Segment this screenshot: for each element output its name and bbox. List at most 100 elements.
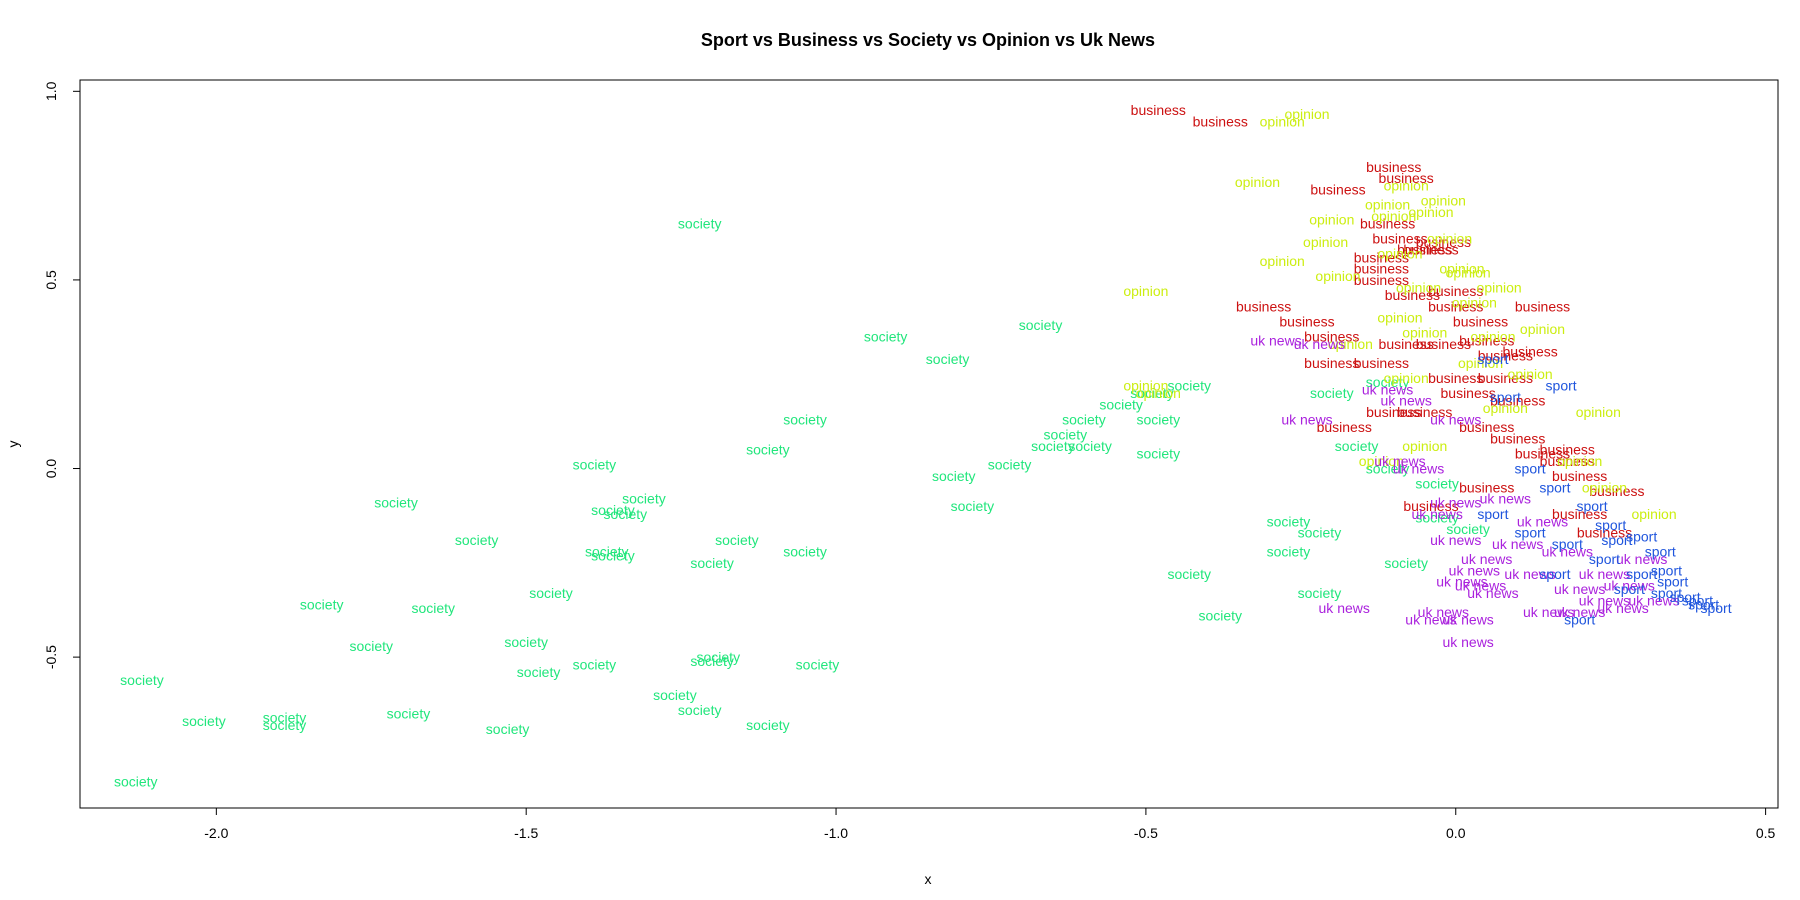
point-sport: sport [1515,461,1546,477]
point-opinion: opinion [1235,174,1280,190]
point-society: society [486,721,530,737]
point-business: business [1360,215,1415,231]
point-society: society [529,585,573,601]
point-business: business [1193,113,1248,129]
point-uk-news: uk news [1455,577,1506,593]
point-opinion: opinion [1408,204,1453,220]
point-society: society [517,664,561,680]
point-society: society [1267,544,1311,560]
point-opinion: opinion [1123,378,1168,394]
point-sport: sport [1490,389,1521,405]
point-society: society [585,544,629,560]
y-tick-label: 0.5 [43,270,59,290]
point-society: society [1130,385,1174,401]
x-tick-label: -2.0 [204,825,228,841]
point-business: business [1304,355,1359,371]
y-axis: -0.5 0.0 0.5 1.0 [43,81,81,669]
point-uk-news: uk news [1250,332,1301,348]
point-society: society [653,687,697,703]
point-society: society [678,702,722,718]
point-sport: sport [1614,581,1645,597]
point-sport: sport [1651,585,1682,601]
point-society: society [300,596,344,612]
point-business: business [1379,336,1434,352]
point-business: business [1515,445,1570,461]
point-opinion: opinion [1396,279,1441,295]
point-society: society [591,547,635,563]
point-sport: sport [1539,479,1570,495]
point-opinion: opinion [1136,385,1181,401]
x-axis-label: x [925,871,932,887]
point-society: society [932,468,976,484]
point-society: society [504,634,548,650]
point-sport: sport [1601,532,1632,548]
y-tick-label: 0.0 [43,459,59,479]
point-opinion: opinion [1384,178,1429,194]
point-opinion: opinion [1582,479,1627,495]
point-society: society [182,713,226,729]
point-uk-news: uk news [1504,566,1555,582]
x-tick-label: 0.5 [1756,825,1776,841]
point-opinion: opinion [1557,453,1602,469]
point-society: society [715,532,759,548]
x-tick-label: -1.5 [514,825,538,841]
data-points: societysocietysocietysocietysocietysocie… [114,102,1732,789]
y-axis-label: y [5,441,21,448]
point-sport: sport [1595,517,1626,533]
point-business: business [1416,234,1471,250]
point-society: society [926,351,970,367]
point-opinion: opinion [1359,453,1404,469]
point-society: society [349,638,393,654]
point-uk-news: uk news [1281,411,1332,427]
point-business: business [1397,242,1452,258]
point-uk-news: uk news [1380,393,1431,409]
point-society: society [1062,411,1106,427]
point-business: business [1397,404,1452,420]
point-society: society [796,657,840,673]
point-sport: sport [1626,566,1657,582]
point-uk-news: uk news [1411,506,1462,522]
point-sport: sport [1682,593,1713,609]
point-sport: sport [1589,551,1620,567]
point-opinion: opinion [1483,400,1528,416]
point-society: society [1137,445,1181,461]
point-society: society [988,457,1032,473]
point-sport: sport [1552,536,1583,552]
point-society: society [1044,427,1088,443]
point-business: business [1540,442,1595,458]
point-uk-news: uk news [1319,600,1370,616]
point-opinion: opinion [1315,268,1360,284]
point-society: society [690,555,734,571]
point-society: society [573,657,617,673]
point-business: business [1385,287,1440,303]
point-uk-news: uk news [1374,453,1425,469]
point-business: business [1459,479,1514,495]
point-opinion: opinion [1458,355,1503,371]
point-business: business [1478,370,1533,386]
x-axis: -2.0 -1.5 -1.0 -0.5 0.0 0.5 [204,807,1776,841]
point-society: society [1068,438,1112,454]
point-business: business [1304,328,1359,344]
point-society: society [411,600,455,616]
point-sport: sport [1477,506,1508,522]
point-business: business [1354,261,1409,277]
point-uk-news: uk news [1405,611,1456,627]
y-tick-label: 1.0 [43,81,59,101]
point-opinion: opinion [1631,506,1676,522]
point-business: business [1354,272,1409,288]
point-business: business [1428,370,1483,386]
point-society: society [697,649,741,665]
point-uk-news: uk news [1461,551,1512,567]
point-uk-news: uk news [1628,593,1679,609]
point-uk-news: uk news [1418,604,1469,620]
point-society: society [1384,555,1428,571]
point-opinion: opinion [1402,438,1447,454]
point-uk-news: uk news [1579,566,1630,582]
point-business: business [1379,170,1434,186]
point-society: society [1137,411,1181,427]
point-business: business [1279,313,1334,329]
point-business: business [1459,419,1514,435]
point-uk-news: uk news [1449,562,1500,578]
point-society: society [678,215,722,231]
point-society: society [1366,461,1410,477]
